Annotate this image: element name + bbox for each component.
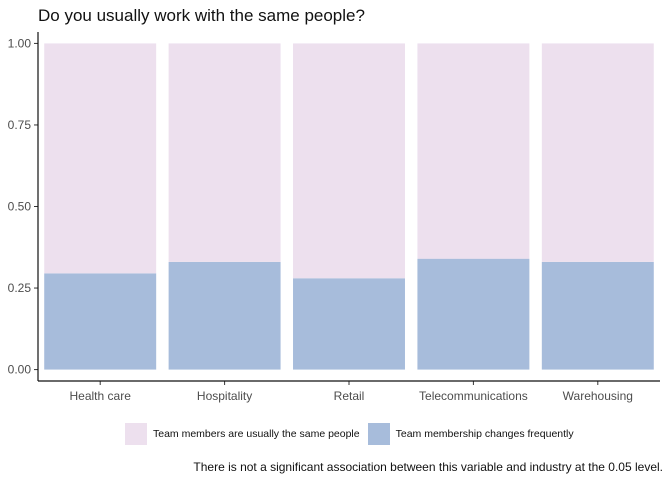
legend-item-changes-frequently: Team membership changes frequently bbox=[367, 423, 574, 445]
y-tick-label: 0.75 bbox=[8, 118, 32, 132]
y-tick-label: 0.50 bbox=[8, 200, 32, 214]
y-tick-label: 0.25 bbox=[8, 281, 32, 295]
x-tick-label: Warehousing bbox=[563, 389, 633, 403]
bar-telecommunications-series-1 bbox=[417, 43, 530, 259]
bar-warehousing-series-0 bbox=[541, 261, 654, 370]
y-tick-label: 0.00 bbox=[8, 363, 32, 377]
y-tick-label: 1.00 bbox=[8, 36, 32, 50]
bar-hospitality-series-1 bbox=[168, 43, 281, 262]
legend: Team members are usually the same people… bbox=[125, 423, 582, 445]
bar-telecommunications-series-0 bbox=[417, 258, 530, 370]
bar-hospitality-series-0 bbox=[168, 261, 281, 370]
legend-label-same-people: Team members are usually the same people bbox=[153, 428, 360, 440]
legend-swatch-same-people bbox=[125, 423, 147, 445]
axes-layer: Health care Hospitality Retail Telecommunic… bbox=[8, 32, 660, 403]
bar-health-care-series-1 bbox=[44, 43, 157, 274]
legend-swatch-changes-frequently bbox=[367, 423, 390, 445]
bar-retail-series-1 bbox=[293, 43, 405, 279]
bars-layer bbox=[44, 43, 654, 370]
legend-label-changes-frequently: Team membership changes frequently bbox=[395, 428, 574, 440]
x-tick-label: Retail bbox=[334, 389, 365, 403]
chart-title: Do you usually work with the same people… bbox=[38, 6, 365, 25]
x-tick-label: Health care bbox=[70, 389, 132, 403]
bar-warehousing-series-1 bbox=[541, 43, 654, 262]
x-tick-label: Telecommunications bbox=[419, 389, 528, 403]
bar-health-care-series-0 bbox=[44, 273, 157, 370]
bar-retail-series-0 bbox=[293, 278, 405, 370]
x-tick-label: Hospitality bbox=[197, 389, 252, 403]
legend-item-same-people: Team members are usually the same people bbox=[125, 423, 360, 445]
chart-caption: There is not a significant association b… bbox=[193, 460, 663, 474]
